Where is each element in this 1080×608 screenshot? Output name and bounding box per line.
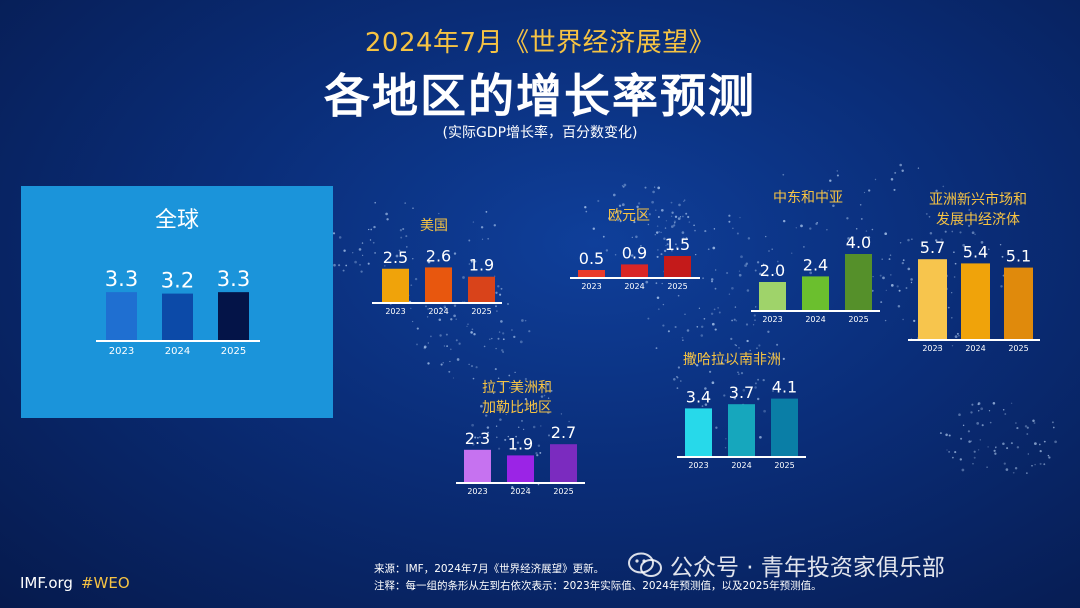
data-label: 2.6 bbox=[426, 246, 451, 265]
data-label: 4.0 bbox=[846, 233, 871, 252]
data-label: 4.1 bbox=[772, 378, 797, 397]
category-tick-label: 2024 bbox=[731, 461, 751, 470]
mena-chart-title: 中东和中亚 bbox=[773, 190, 843, 206]
data-label: 3.4 bbox=[686, 387, 711, 406]
category-tick-label: 2023 bbox=[467, 487, 487, 496]
data-label: 2.3 bbox=[465, 429, 490, 448]
bar-2023 bbox=[918, 259, 947, 339]
note-line: 注释：每一组的条形从左到右依次表示：2023年实际值、2024年预测值，以及20… bbox=[374, 580, 822, 592]
wechat-watermark: 公众号 · 青年投资家俱乐部 bbox=[628, 548, 945, 582]
watermark-text: 公众号 · 青年投资家俱乐部 bbox=[670, 555, 945, 581]
page-subtitle: (实际GDP增长率，百分数变化) bbox=[442, 125, 638, 141]
bar-2024 bbox=[507, 455, 534, 482]
data-label: 0.5 bbox=[579, 249, 604, 268]
data-label: 2.7 bbox=[551, 423, 576, 442]
data-label: 3.2 bbox=[161, 269, 194, 293]
category-tick-label: 2024 bbox=[965, 344, 985, 353]
data-label: 2.5 bbox=[383, 248, 408, 267]
bar-2023 bbox=[464, 449, 491, 482]
category-tick-label: 2023 bbox=[581, 282, 601, 291]
bar-2025 bbox=[845, 254, 872, 310]
category-tick-label: 2025 bbox=[221, 346, 246, 357]
category-tick-label: 2024 bbox=[165, 346, 190, 357]
bar-2025 bbox=[218, 292, 249, 340]
bar-2025 bbox=[550, 444, 577, 482]
category-tick-label: 2025 bbox=[848, 315, 868, 324]
category-tick-label: 2024 bbox=[805, 315, 825, 324]
data-label: 5.4 bbox=[963, 242, 988, 261]
bar-2024 bbox=[961, 263, 990, 339]
data-label: 1.9 bbox=[508, 434, 533, 453]
bar-2023 bbox=[759, 282, 786, 310]
bar-2023 bbox=[685, 408, 712, 456]
category-tick-label: 2025 bbox=[471, 307, 491, 316]
bar-2025 bbox=[468, 276, 495, 302]
eurozone-chart-title: 欧元区 bbox=[608, 208, 650, 224]
data-label: 2.0 bbox=[760, 261, 785, 280]
category-tick-label: 2025 bbox=[667, 282, 687, 291]
data-label: 5.1 bbox=[1006, 247, 1031, 266]
ssa-chart-title: 撒哈拉以南非洲 bbox=[683, 352, 781, 368]
category-tick-label: 2023 bbox=[109, 346, 134, 357]
bar-2024 bbox=[728, 404, 755, 456]
bar-2023 bbox=[578, 270, 605, 277]
report-supertitle: 2024年7月《世界经济展望》 bbox=[364, 28, 716, 58]
global-chart-title: 全球 bbox=[154, 208, 199, 233]
latam-chart-title: 拉丁美洲和 加勒比地区 bbox=[482, 380, 552, 416]
category-tick-label: 2023 bbox=[385, 307, 405, 316]
category-tick-label: 2023 bbox=[688, 461, 708, 470]
category-tick-label: 2024 bbox=[624, 282, 644, 291]
latam-bar-chart: 2.3 2023 1.9 2024 2.7 2025 bbox=[456, 423, 585, 496]
data-label: 1.5 bbox=[665, 235, 690, 254]
us-bar-chart: 2.5 2023 2.6 2024 1.9 2025 bbox=[372, 246, 502, 316]
asia-emde-bar-chart: 5.7 2023 5.4 2024 5.1 2025 bbox=[908, 238, 1040, 353]
weo-hashtag[interactable]: #WEO bbox=[80, 574, 130, 592]
data-label: 1.9 bbox=[469, 256, 494, 275]
eurozone-bar-chart: 0.5 2023 0.9 2024 1.5 2025 bbox=[570, 235, 700, 291]
data-label: 3.7 bbox=[729, 383, 754, 402]
bar-2025 bbox=[664, 256, 691, 277]
bar-2024 bbox=[162, 293, 193, 340]
page-title: 各地区的增长率预测 bbox=[324, 69, 756, 123]
bar-2024 bbox=[802, 276, 829, 310]
imf-link[interactable]: IMF.org bbox=[20, 574, 73, 592]
footer-links: IMF.org #WEO bbox=[20, 574, 130, 592]
data-label: 2.4 bbox=[803, 255, 828, 274]
wechat-icon bbox=[628, 552, 662, 578]
global-bar-chart: 3.3 2023 3.2 2024 3.3 2025 bbox=[96, 267, 260, 357]
data-label: 3.3 bbox=[105, 267, 138, 291]
asia-emde-chart-title: 亚洲新兴市场和 发展中经济体 bbox=[929, 192, 1027, 228]
ssa-bar-chart: 3.4 2023 3.7 2024 4.1 2025 bbox=[677, 378, 806, 470]
data-label: 0.9 bbox=[622, 243, 647, 262]
category-tick-label: 2023 bbox=[762, 315, 782, 324]
category-tick-label: 2024 bbox=[510, 487, 530, 496]
category-tick-label: 2025 bbox=[553, 487, 573, 496]
category-tick-label: 2025 bbox=[774, 461, 794, 470]
category-tick-label: 2024 bbox=[428, 307, 448, 316]
bar-2025 bbox=[1004, 267, 1033, 339]
bar-2023 bbox=[382, 268, 409, 302]
bar-2023 bbox=[106, 292, 137, 340]
us-chart-title: 美国 bbox=[420, 218, 448, 234]
data-label: 3.3 bbox=[217, 267, 250, 291]
bar-2025 bbox=[771, 398, 798, 456]
source-line: 来源：IMF，2024年7月《世界经济展望》更新。 bbox=[374, 563, 605, 575]
category-tick-label: 2023 bbox=[922, 344, 942, 353]
bar-2024 bbox=[621, 264, 648, 277]
source-note: 来源：IMF，2024年7月《世界经济展望》更新。 注释：每一组的条形从左到右依… bbox=[374, 561, 822, 595]
data-label: 5.7 bbox=[920, 238, 945, 257]
category-tick-label: 2025 bbox=[1008, 344, 1028, 353]
bar-2024 bbox=[425, 267, 452, 302]
mena-bar-chart: 2.0 2023 2.4 2024 4.0 2025 bbox=[751, 233, 880, 324]
